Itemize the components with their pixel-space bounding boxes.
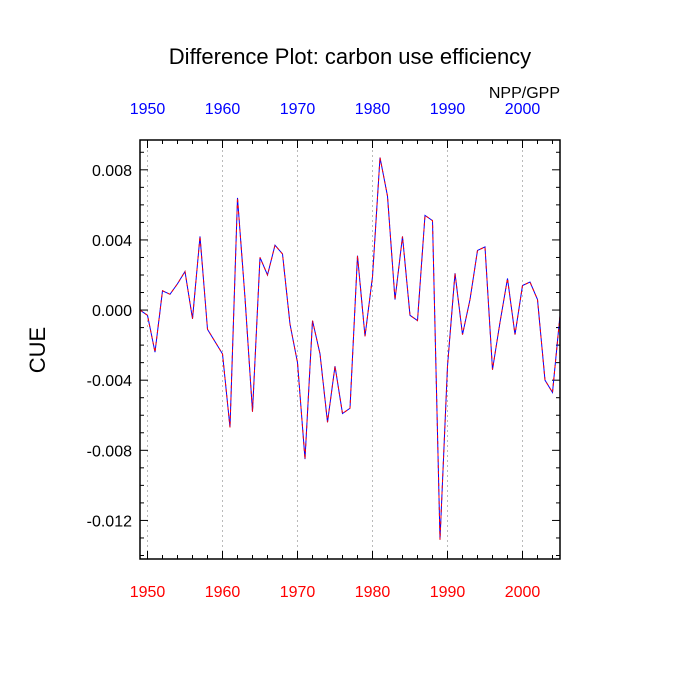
x-tick-label-top: 2000: [505, 101, 541, 118]
x-tick-label-bottom: 1990: [430, 584, 466, 601]
x-tick-label-top: 1950: [130, 101, 166, 118]
grid-layer: [147, 140, 523, 559]
x-tick-label-top: 1960: [205, 101, 241, 118]
plot-frame: [139, 139, 561, 560]
series-line-blue: [139, 157, 561, 540]
x-tick-label-bottom: 1980: [355, 584, 391, 601]
y-axis-label: CUE: [25, 327, 50, 373]
tick-layer: 0.008 0.004 0.000 -0.004 -0.008 -0.012 1950 195…: [87, 101, 560, 601]
series-line-red: [139, 157, 561, 540]
x-tick-label-top: 1970: [280, 101, 316, 118]
chart-subtitle: NPP/GPP: [489, 85, 560, 102]
y-tick-label: -0.004: [87, 373, 132, 390]
series-layer: [139, 157, 561, 540]
x-tick-label-bottom: 1960: [205, 584, 241, 601]
x-tick-label-top: 1980: [355, 101, 391, 118]
x-tick-label-bottom: 1950: [130, 584, 166, 601]
x-tick-label-top: 1990: [430, 101, 466, 118]
y-tick-label: -0.008: [87, 443, 132, 460]
y-tick-label: 0.008: [92, 163, 132, 180]
chart-title: Difference Plot: carbon use efficiency: [169, 44, 531, 69]
y-tick-label: 0.000: [92, 303, 132, 320]
y-tick-label: 0.004: [92, 233, 132, 250]
x-tick-label-bottom: 2000: [505, 584, 541, 601]
y-tick-label: -0.012: [87, 513, 132, 530]
x-tick-label-bottom: 1970: [280, 584, 316, 601]
